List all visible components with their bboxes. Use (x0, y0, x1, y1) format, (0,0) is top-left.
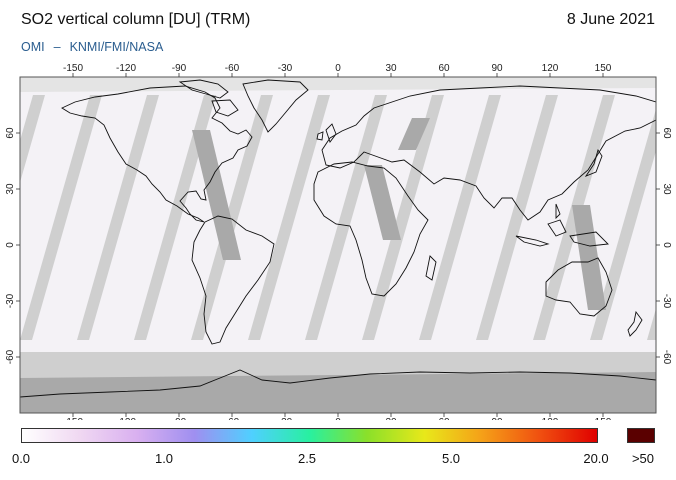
orbit-swaths (20, 77, 656, 413)
indonesia-coast (515, 203, 609, 247)
british-isles-coast (316, 123, 337, 143)
north-polar-cap (20, 77, 656, 92)
swath-gap-band (590, 109, 656, 340)
north-america-coast (61, 85, 253, 223)
latitude-label: -60 (5, 349, 16, 364)
latitude-label: 60 (661, 127, 672, 139)
colorbar-label-5: >50 (631, 451, 655, 466)
colorbar-label-2: 2.5 (297, 451, 317, 466)
axis-ticks (16, 73, 660, 417)
latitude-label: 0 (661, 242, 672, 248)
australia-coast (545, 257, 613, 317)
latitude-label: -60 (661, 350, 672, 365)
swath-gap-band (248, 95, 330, 340)
swath-overlap-band (364, 165, 401, 240)
latitude-label: 30 (661, 183, 672, 195)
longitude-label: 150 (595, 417, 612, 420)
latitude-label: 30 (5, 183, 16, 195)
land-coastlines (20, 79, 656, 413)
longitude-label: 150 (595, 63, 612, 74)
longitude-label: 0 (335, 417, 341, 420)
latitude-label: -30 (5, 293, 16, 308)
south-america-coast (191, 215, 275, 345)
longitude-label: -30 (278, 417, 293, 420)
longitude-labels-top: -150 -120 -90 -60 -30 0 30 60 90 120 150 (63, 63, 612, 74)
swath-gap-band (305, 95, 387, 340)
map-title: SO2 vertical column [DU] (TRM) (21, 11, 251, 28)
colorbar-label-4: 20.0 (583, 451, 609, 466)
map-date: 8 June 2021 (566, 11, 655, 28)
longitude-label: -90 (172, 63, 187, 74)
swath-gap-band (476, 95, 558, 340)
longitude-label: 60 (438, 417, 450, 420)
colorbar-label-0: 0.0 (11, 451, 31, 466)
longitude-label: 120 (542, 63, 559, 74)
colorbar (21, 428, 598, 443)
latitude-label: 60 (5, 127, 16, 139)
new-zealand-coast (627, 310, 643, 337)
longitude-label: 30 (385, 63, 397, 74)
longitude-label: 90 (491, 417, 503, 420)
africa-coast (313, 161, 429, 297)
longitude-label: -90 (172, 417, 187, 420)
swath-gap-band (362, 95, 444, 340)
madagascar-coast (425, 255, 437, 281)
longitude-label: 0 (335, 63, 341, 74)
longitude-label: -150 (63, 63, 83, 74)
swath-gap-band (77, 95, 159, 340)
swath-gap-band (20, 95, 45, 183)
japan-coast (584, 148, 603, 177)
provider-label: KNMI/FMI/NASA (69, 40, 164, 54)
swath-gap-band (20, 95, 102, 340)
longitude-label: 30 (385, 417, 397, 420)
swath-gap-band (134, 95, 216, 340)
longitude-label: -120 (116, 417, 136, 420)
latitude-label: -30 (661, 294, 672, 309)
swath-overlap-band (398, 118, 430, 150)
instrument-label: OMI (21, 40, 45, 54)
longitude-label: -60 (225, 417, 240, 420)
colorbar-overflow-swatch (627, 428, 655, 443)
longitude-label: -150 (63, 417, 83, 420)
longitude-label: -30 (278, 63, 293, 74)
latitude-labels-right: 60 30 0 -30 -60 (661, 127, 672, 364)
swath-gap-band (419, 95, 501, 340)
longitude-label: -60 (225, 63, 240, 74)
longitude-label: -120 (116, 63, 136, 74)
longitude-label: 60 (438, 63, 450, 74)
swath-gap-band (647, 308, 656, 340)
eurasia-coast (321, 85, 656, 221)
longitude-labels-bottom: -150 -120 -90 -60 -30 0 30 60 90 120 150 (63, 417, 612, 420)
colorbar-label-1: 1.0 (154, 451, 174, 466)
longitude-label: 120 (542, 417, 559, 420)
greenland-coast (242, 79, 309, 133)
antarctica-coast (20, 369, 656, 413)
swath-overlap-band (572, 205, 606, 310)
colorbar-label-3: 5.0 (441, 451, 461, 466)
swath-gap-band (191, 95, 273, 340)
arctic-islands-coast (178, 79, 239, 117)
latitude-label: 0 (5, 242, 16, 248)
swath-overlap-band (192, 130, 241, 260)
map-subtitle: OMI – KNMI/FMI/NASA (21, 40, 163, 54)
longitude-label: 90 (491, 63, 503, 74)
antarctic-overlap (20, 372, 656, 413)
latitude-labels-left: 60 30 0 -30 -60 (5, 127, 16, 364)
subtitle-separator: – (53, 40, 61, 54)
